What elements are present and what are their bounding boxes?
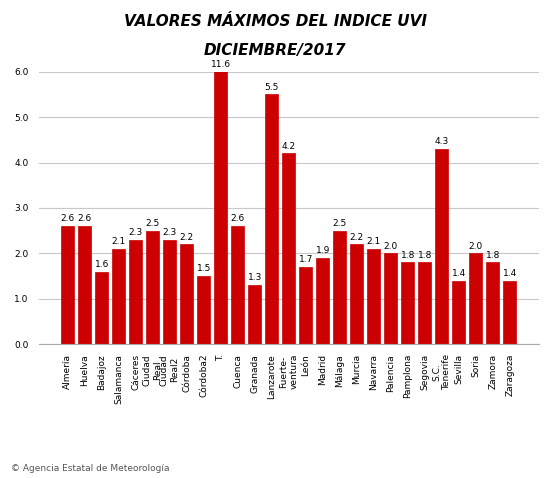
Bar <box>350 244 363 344</box>
Bar <box>249 285 261 344</box>
Bar <box>402 262 414 344</box>
Text: 2.0: 2.0 <box>384 241 398 250</box>
Text: 1.6: 1.6 <box>95 260 109 269</box>
Text: 2.2: 2.2 <box>180 232 194 241</box>
Text: 2.6: 2.6 <box>60 214 75 223</box>
Bar <box>487 262 499 344</box>
Bar <box>333 231 346 344</box>
Text: 1.4: 1.4 <box>503 269 517 278</box>
Text: 2.1: 2.1 <box>367 237 381 246</box>
Text: VALORES MÁXIMOS DEL INDICE UVI: VALORES MÁXIMOS DEL INDICE UVI <box>124 14 426 29</box>
Bar <box>503 281 516 344</box>
Text: © Agencia Estatal de Meteorología: © Agencia Estatal de Meteorología <box>11 464 169 473</box>
Text: 2.5: 2.5 <box>146 219 160 228</box>
Text: 4.3: 4.3 <box>434 137 449 146</box>
Bar <box>367 249 380 344</box>
Bar <box>163 240 176 344</box>
Bar <box>95 272 108 344</box>
Bar <box>180 244 193 344</box>
Text: 11.6: 11.6 <box>211 60 231 69</box>
Text: 1.8: 1.8 <box>400 250 415 260</box>
Text: 2.3: 2.3 <box>163 228 177 237</box>
Bar <box>470 253 482 344</box>
Text: 2.2: 2.2 <box>350 232 364 241</box>
Text: 1.8: 1.8 <box>417 250 432 260</box>
Text: DICIEMBRE/2017: DICIEMBRE/2017 <box>204 43 346 58</box>
Text: 1.4: 1.4 <box>452 269 466 278</box>
Bar <box>61 226 74 344</box>
Text: 2.1: 2.1 <box>112 237 126 246</box>
Bar <box>282 153 295 344</box>
Bar <box>197 276 210 344</box>
Bar <box>419 262 431 344</box>
Bar <box>112 249 125 344</box>
Bar <box>265 95 278 344</box>
Bar <box>214 0 227 344</box>
Bar <box>436 149 448 344</box>
Text: 5.5: 5.5 <box>265 83 279 92</box>
Text: 1.8: 1.8 <box>486 250 500 260</box>
Text: 2.6: 2.6 <box>230 214 245 223</box>
Text: 2.6: 2.6 <box>78 214 92 223</box>
Text: 1.9: 1.9 <box>316 246 330 255</box>
Bar <box>78 226 91 344</box>
Text: 2.0: 2.0 <box>469 241 483 250</box>
Bar <box>299 267 312 344</box>
Bar <box>453 281 465 344</box>
Bar <box>384 253 397 344</box>
Text: 4.2: 4.2 <box>282 141 296 151</box>
Text: 1.5: 1.5 <box>196 264 211 273</box>
Text: 2.3: 2.3 <box>129 228 143 237</box>
Bar <box>129 240 142 344</box>
Bar <box>146 231 159 344</box>
Bar <box>232 226 244 344</box>
Text: 2.5: 2.5 <box>333 219 347 228</box>
Text: 1.3: 1.3 <box>248 273 262 282</box>
Bar <box>316 258 329 344</box>
Text: 1.7: 1.7 <box>299 255 313 264</box>
